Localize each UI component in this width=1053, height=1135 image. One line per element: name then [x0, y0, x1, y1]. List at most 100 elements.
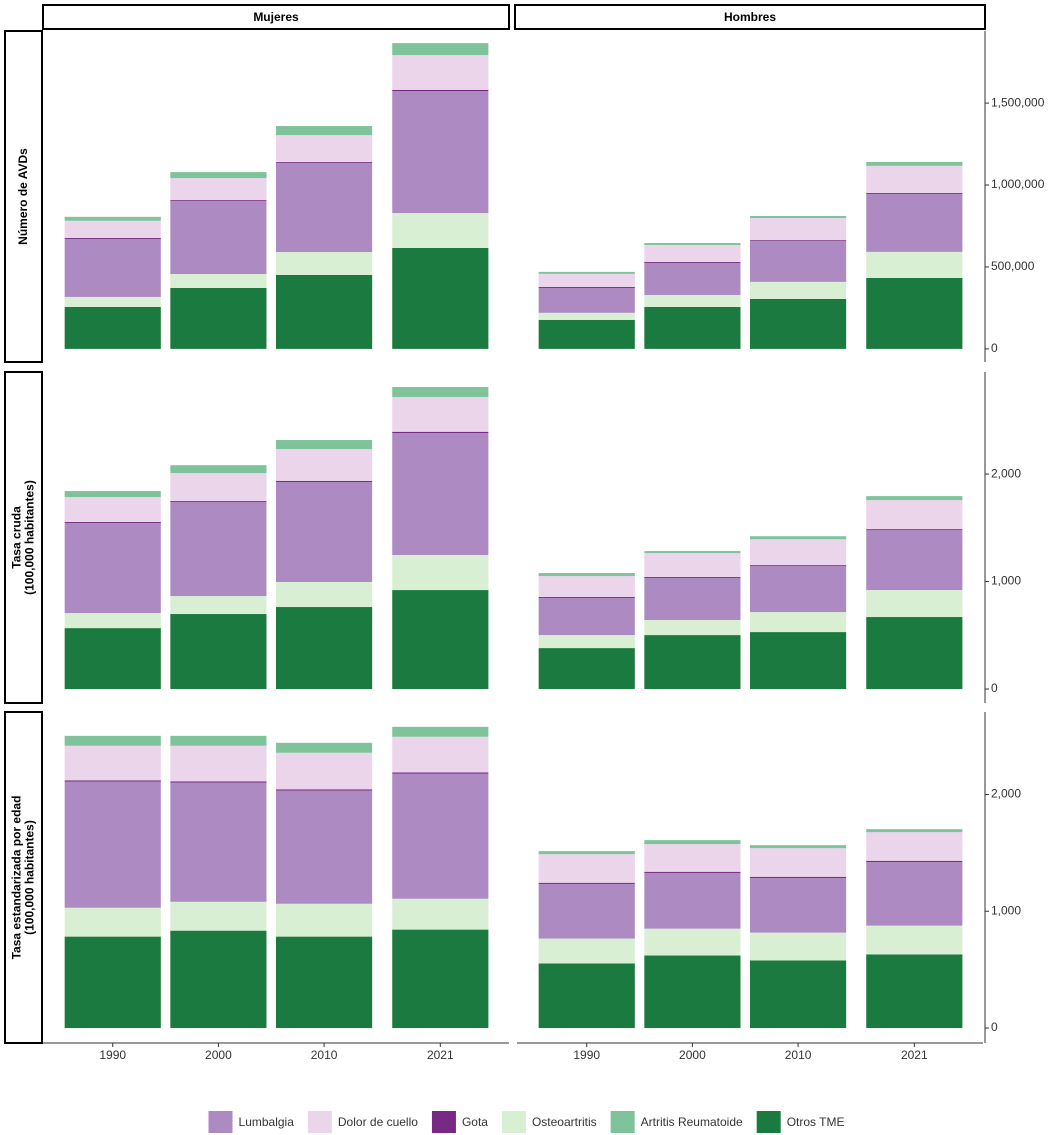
- bar-segment: [64, 735, 161, 746]
- bar-segment: [644, 306, 741, 349]
- bar-segment: [644, 871, 741, 873]
- y-tick-label: 0: [991, 341, 998, 355]
- column-strip-label: Hombres: [724, 10, 776, 24]
- legend-swatch: [756, 1111, 781, 1133]
- bar-segment: [644, 844, 741, 872]
- legend-swatch: [208, 1111, 233, 1133]
- y-tick-label: 1,500,000: [991, 95, 1045, 109]
- bar-segment: [538, 854, 635, 883]
- x-tick-label: 1990: [573, 1048, 600, 1062]
- bar-segment: [866, 529, 963, 531]
- bar-segment: [392, 590, 489, 690]
- strip-box: [42, 4, 510, 30]
- bar-segment: [538, 312, 635, 320]
- bar-segment: [276, 903, 373, 937]
- bar-segment: [392, 555, 489, 591]
- bar-segment: [64, 306, 161, 349]
- bar-segment: [276, 936, 373, 1029]
- row-strip-label: (100,000 habitantes): [23, 820, 37, 935]
- bar-segment: [538, 576, 635, 598]
- bar-segment: [392, 929, 489, 1029]
- bar-segment: [866, 832, 963, 861]
- bar-segment: [866, 590, 963, 618]
- bar-segment: [392, 772, 489, 774]
- row-strip-label: Tasa estandarizada por edad: [10, 796, 24, 960]
- bar-segment: [644, 955, 741, 1029]
- bar-segment: [866, 954, 963, 1029]
- y-tick-label: 500,000: [991, 259, 1035, 273]
- bar-segment: [64, 523, 161, 614]
- bar-segment: [392, 431, 489, 434]
- bar-segment: [170, 781, 267, 783]
- bar-segment: [750, 240, 847, 241]
- bar-segment: [392, 55, 489, 90]
- bar-segment: [64, 296, 161, 307]
- bar-segment: [170, 465, 267, 474]
- bar-segment: [170, 596, 267, 615]
- bar-segment: [538, 287, 635, 313]
- bar-segment: [170, 200, 267, 202]
- bar-segment: [170, 901, 267, 931]
- bar-segment: [644, 577, 741, 579]
- bar-segment: [750, 960, 847, 1029]
- bar-segment: [866, 165, 963, 193]
- bar-segment: [750, 215, 847, 218]
- x-tick-label: 2021: [901, 1048, 928, 1062]
- y-tick-label: 2,000: [991, 787, 1021, 801]
- legend-swatch: [431, 1111, 456, 1133]
- bar-segment: [276, 482, 373, 582]
- bar-segment: [276, 607, 373, 690]
- bar-segment: [538, 883, 635, 939]
- bar-segment: [392, 247, 489, 349]
- bar-segment: [64, 745, 161, 781]
- bar-segment: [276, 162, 373, 164]
- bar-segment: [64, 491, 161, 498]
- bar-segment: [276, 252, 373, 275]
- y-tick-label: 0: [991, 1020, 998, 1034]
- bar-segment: [276, 449, 373, 481]
- bar-segment: [866, 161, 963, 166]
- bar-segment: [644, 262, 741, 264]
- bar-segment: [644, 928, 741, 956]
- bar-segment: [644, 263, 741, 295]
- row-strip-label: (100,000 habitantes): [23, 480, 37, 595]
- bar-segment: [170, 473, 267, 502]
- bar-segment: [750, 632, 847, 690]
- legend-label: Otros TME: [787, 1115, 845, 1129]
- bar-segment: [750, 240, 847, 282]
- bar-segment: [866, 277, 963, 349]
- bar-segment: [64, 781, 161, 908]
- bar-segment: [170, 614, 267, 690]
- row-strip-label: Número de AVDs: [16, 148, 30, 245]
- x-tick-label: 2021: [427, 1048, 454, 1062]
- row-strip-label: Tasa cruda: [10, 506, 24, 569]
- bar-segment: [538, 597, 635, 599]
- bar-segment: [866, 530, 963, 591]
- legend-label: Dolor de cuello: [338, 1115, 418, 1129]
- bar-segment: [866, 925, 963, 955]
- y-tick-label: 1,000,000: [991, 177, 1045, 191]
- bar-segment: [538, 648, 635, 690]
- bar-segment: [276, 274, 373, 349]
- bar-segment: [392, 91, 489, 214]
- bar-segment: [750, 565, 847, 567]
- bar-segment: [750, 848, 847, 877]
- bar-segment: [538, 598, 635, 636]
- bar-segment: [170, 735, 267, 746]
- bar-segment: [644, 551, 741, 554]
- bar-segment: [644, 294, 741, 307]
- bar-segment: [392, 89, 489, 92]
- bar-segment: [392, 433, 489, 556]
- bar-segment: [866, 500, 963, 530]
- bar-segment: [392, 213, 489, 248]
- bar-segment: [276, 742, 373, 753]
- bar-segment: [644, 578, 741, 621]
- legend-label: Lumbalgia: [239, 1115, 295, 1129]
- bar-segment: [538, 882, 635, 884]
- bar-segment: [866, 496, 963, 501]
- bar-segment: [64, 237, 161, 239]
- bar-segment: [538, 319, 635, 349]
- bar-segment: [64, 216, 161, 221]
- bar-segment: [276, 790, 373, 904]
